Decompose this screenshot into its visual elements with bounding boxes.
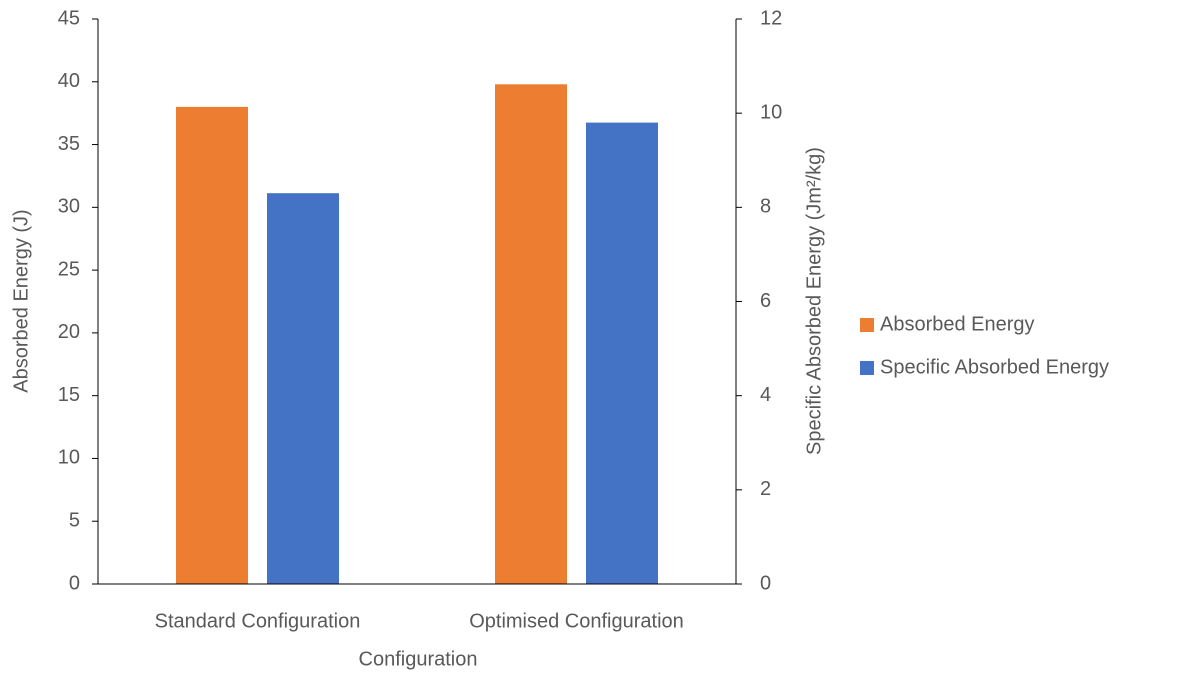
y-tick-label: 15	[58, 384, 80, 406]
x-tick-label: Standard Configuration	[155, 610, 361, 632]
x-tick-label: Optimised Configuration	[469, 610, 684, 632]
legend-label: Specific Absorbed Energy	[880, 356, 1109, 378]
y2-tick-label: 10	[760, 101, 782, 123]
y2-tick-label: 4	[760, 384, 771, 406]
y-tick-label: 10	[58, 447, 80, 469]
y-tick-label: 45	[58, 7, 80, 29]
y2-tick-label: 2	[760, 478, 771, 500]
y-tick-label: 25	[58, 258, 80, 280]
y-tick-label: 35	[58, 133, 80, 155]
bar	[267, 193, 339, 585]
y2-tick-label: 0	[760, 572, 771, 594]
legend-swatch	[860, 361, 874, 375]
y2-axis-title: Specific Absorbed Energy (Jm²/kg)	[803, 147, 825, 455]
y2-tick-label: 6	[760, 290, 771, 312]
legend-swatch	[860, 318, 874, 332]
x-axis-title: Configuration	[359, 648, 478, 670]
y2-tick-label: 12	[760, 7, 782, 29]
y-axis-title: Absorbed Energy (J)	[10, 209, 32, 392]
y-tick-label: 5	[69, 510, 80, 532]
y-tick-label: 0	[69, 572, 80, 594]
bar	[495, 84, 567, 585]
bar	[176, 106, 248, 584]
y-tick-label: 30	[58, 196, 80, 218]
y2-tick-label: 8	[760, 196, 771, 218]
y-tick-label: 40	[58, 70, 80, 92]
legend-label: Absorbed Energy	[880, 313, 1035, 335]
bar	[586, 122, 658, 584]
y-tick-label: 20	[58, 321, 80, 343]
